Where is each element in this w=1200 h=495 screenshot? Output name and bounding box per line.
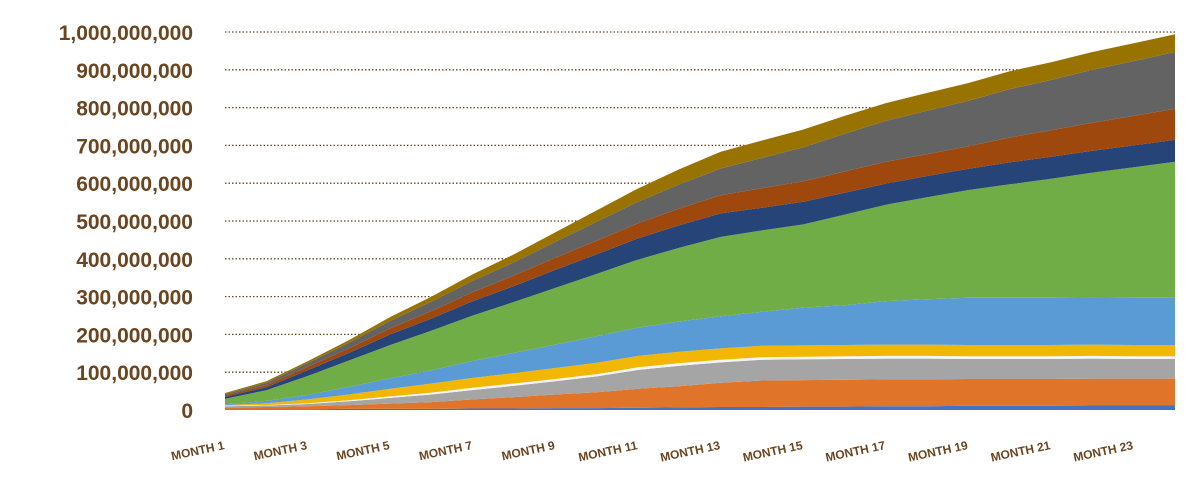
x-tick-label: MONTH 19 <box>907 438 970 464</box>
y-tick-label: 300,000,000 <box>76 287 193 310</box>
y-tick-label: 900,000,000 <box>76 60 193 83</box>
y-tick-label: 200,000,000 <box>76 324 193 347</box>
x-tick-label: MONTH 5 <box>335 438 391 463</box>
area-series-series-8 <box>225 139 1175 399</box>
x-tick-label: MONTH 17 <box>824 438 887 464</box>
area-series-series-5 <box>225 344 1175 406</box>
area-series-group <box>225 34 1175 410</box>
y-tick-label: 700,000,000 <box>76 135 193 158</box>
y-tick-label: 0 <box>181 400 193 423</box>
area-series-series-2 <box>225 378 1175 410</box>
area-series-series-6 <box>225 297 1175 406</box>
y-tick-label: 500,000,000 <box>76 211 193 234</box>
y-tick-label: 800,000,000 <box>76 98 193 121</box>
x-tick-label: MONTH 13 <box>659 438 722 464</box>
x-tick-label: MONTH 3 <box>253 438 309 463</box>
x-tick-label: MONTH 9 <box>500 438 556 463</box>
x-tick-label: MONTH 7 <box>418 438 474 463</box>
x-axis-tick-labels: MONTH 1 MONTH 3 MONTH 5 MONTH 7 MONTH 9 MONTH… <box>170 438 1135 464</box>
x-tick-label: MONTH 1 <box>170 438 226 463</box>
y-tick-label: 100,000,000 <box>76 362 193 385</box>
area-series-series-3 <box>225 358 1175 408</box>
y-tick-label: 600,000,000 <box>76 173 193 196</box>
y-tick-label: 1,000,000,000 <box>59 22 193 45</box>
x-tick-label: MONTH 15 <box>742 438 805 464</box>
x-tick-label: MONTH 23 <box>1072 438 1135 464</box>
y-axis-tick-labels: 0 100,000,000 200,000,000 300,000,000 400,00… <box>59 22 193 423</box>
area-series-series-7 <box>225 161 1175 405</box>
y-tick-label: 400,000,000 <box>76 249 193 272</box>
area-series-series-10 <box>225 52 1175 396</box>
x-tick-label: MONTH 11 <box>577 438 639 464</box>
area-series-series-9 <box>225 108 1175 397</box>
area-series-series-1 <box>225 405 1175 410</box>
x-tick-label: MONTH 21 <box>989 438 1052 464</box>
area-series-series-11 <box>225 34 1175 395</box>
